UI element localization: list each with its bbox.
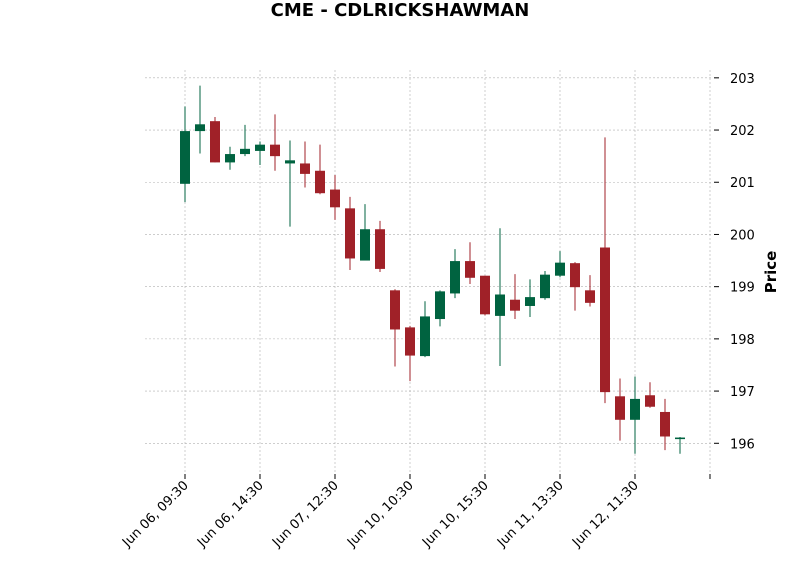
y-tick-label: 196 [730, 437, 755, 452]
candle [345, 196, 355, 270]
candle [480, 275, 490, 316]
y-tick-label: 200 [730, 228, 755, 243]
candle-body [390, 290, 400, 330]
candle [660, 398, 670, 451]
candle [510, 274, 520, 320]
candle [240, 124, 250, 157]
candle [495, 228, 505, 367]
y-tick-label: 199 [730, 281, 755, 296]
candle-body [420, 316, 430, 357]
candle-body [660, 411, 670, 437]
y-tick-label: 197 [730, 385, 755, 400]
candle-body [180, 131, 190, 184]
candle [465, 242, 475, 285]
candle [390, 289, 400, 367]
candle [420, 301, 430, 358]
candle [195, 85, 205, 154]
candle [360, 204, 370, 261]
y-axis: 196 197 198 199 200 201 202 203 [714, 72, 755, 452]
candle [375, 220, 385, 273]
candle-body [330, 189, 340, 208]
candle-body [615, 396, 625, 420]
candle [300, 141, 310, 188]
candle [450, 249, 460, 299]
candle-body [525, 297, 535, 306]
candle-body [300, 163, 310, 174]
candle [585, 275, 595, 307]
candle-body [540, 274, 550, 299]
candle-body [495, 294, 505, 316]
candle [645, 382, 655, 408]
x-axis: Jun 06, 09:30 Jun 06, 14:30 Jun 07, 12:30 J… [119, 474, 711, 551]
candle [435, 290, 445, 327]
x-tick-label: Jun 06, 14:30 [194, 478, 267, 551]
candle [180, 106, 190, 203]
x-tick-label: Jun 06, 09:30 [119, 478, 192, 551]
candle [330, 174, 340, 220]
candle [405, 325, 415, 382]
candle-body [270, 144, 280, 157]
candle [570, 262, 580, 311]
candle [600, 137, 610, 404]
candle [675, 437, 685, 454]
candle-body [675, 437, 685, 440]
candle-body [465, 261, 475, 278]
candle-body [375, 229, 385, 269]
grid [145, 70, 712, 472]
candle-body [555, 262, 565, 276]
candle-body [360, 229, 370, 261]
candle-body [630, 398, 640, 420]
x-tick-label: Jun 12, 11:30 [569, 478, 642, 551]
candle-body [450, 261, 460, 294]
candle [225, 146, 235, 170]
candle-body [600, 247, 610, 393]
candle-body [225, 154, 235, 163]
candle-body [255, 144, 265, 151]
y-tick-label: 201 [730, 176, 755, 191]
chart-title: CME - CDLRICKSHAWMAN [270, 0, 530, 21]
candles [180, 85, 685, 454]
candle [615, 378, 625, 441]
candle [255, 141, 265, 166]
x-tick-label: Jun 11, 13:30 [494, 478, 567, 551]
candle-body [645, 395, 655, 407]
candle [540, 271, 550, 300]
candle [525, 279, 535, 317]
candle [210, 116, 220, 163]
candle [630, 376, 640, 454]
y-axis-title: Price [762, 251, 780, 294]
candle [315, 144, 325, 195]
candle-body [510, 299, 520, 311]
candle-body [240, 148, 250, 155]
y-tick-label: 203 [730, 72, 755, 87]
candle-body [195, 124, 205, 132]
candle [270, 114, 280, 171]
candle-body [435, 291, 445, 320]
x-tick-label: Jun 07, 12:30 [269, 478, 342, 551]
candle [555, 251, 565, 278]
candle-body [585, 290, 595, 303]
y-tick-label: 202 [730, 124, 755, 139]
y-tick-label: 198 [730, 333, 755, 348]
candle-body [210, 121, 220, 163]
candle-body [405, 327, 415, 356]
x-tick-label: Jun 10, 15:30 [419, 478, 492, 551]
candle-body [345, 208, 355, 259]
x-tick-label: Jun 10, 10:30 [344, 478, 417, 551]
candle-body [570, 263, 580, 288]
candle-body [285, 160, 295, 164]
candle-body [480, 275, 490, 315]
candle-body [315, 170, 325, 194]
candle [285, 140, 295, 227]
